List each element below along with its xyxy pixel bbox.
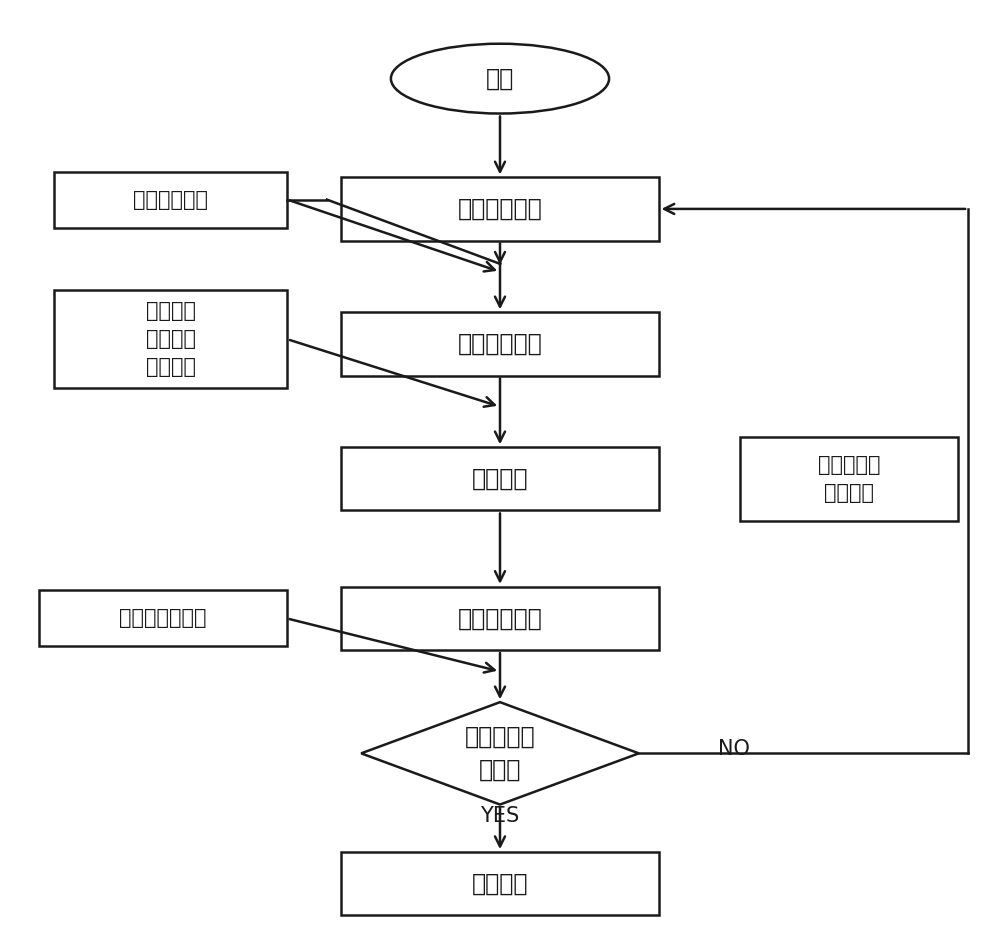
Bar — [341, 177, 659, 240]
Text: 与生产数据比较: 与生产数据比较 — [119, 608, 207, 628]
Text: 模型应用: 模型应用 — [472, 871, 528, 896]
Bar — [54, 172, 287, 227]
Bar — [341, 447, 659, 511]
Bar — [341, 852, 659, 916]
Bar — [341, 587, 659, 650]
Text: 建立守恒方程: 建立守恒方程 — [458, 331, 542, 356]
Text: NO: NO — [718, 739, 750, 759]
Text: 修正模型结
构或参数: 修正模型结 构或参数 — [818, 454, 880, 502]
Text: 求解方程: 求解方程 — [472, 467, 528, 491]
Text: 确定模型结构: 确定模型结构 — [458, 197, 542, 221]
Bar — [341, 312, 659, 376]
Text: 误差在要求
范围内: 误差在要求 范围内 — [465, 725, 535, 782]
Text: 跟踪关键参数: 跟踪关键参数 — [458, 607, 542, 630]
Text: 炉形尺寸
物性参数
技术条件: 炉形尺寸 物性参数 技术条件 — [146, 301, 196, 377]
Bar — [39, 591, 287, 646]
Ellipse shape — [391, 44, 609, 114]
Bar — [54, 290, 287, 388]
Bar — [740, 437, 958, 521]
Text: 开始: 开始 — [486, 67, 514, 91]
Text: YES: YES — [480, 806, 520, 825]
Text: 回归比例因子: 回归比例因子 — [133, 190, 208, 209]
Polygon shape — [361, 702, 639, 805]
